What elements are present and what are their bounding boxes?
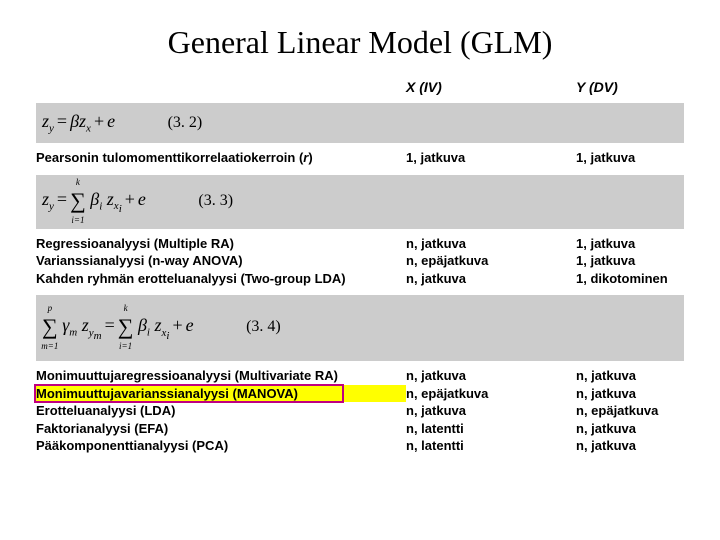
equation-3: ∑pm=1 γm zym=∑ki=1 βi zxi+e (3. 4) (36, 314, 281, 342)
row-x: n, epäjatkuva (406, 385, 576, 403)
table-row: Pearsonin tulomomenttikorrelaatiokerroin… (36, 149, 684, 167)
table-row: Regressioanalyysi (Multiple RA)n, jatkuv… (36, 235, 684, 253)
equation-2: zy=∑ki=1 βi zxi+e (3. 3) (36, 188, 233, 216)
row-x: n, jatkuva (406, 367, 576, 385)
table-row: Monimuuttujavarianssianalyysi (MANOVA)n,… (36, 385, 684, 403)
row-y: 1, jatkuva (576, 235, 720, 253)
table-row: Monimuuttujaregressioanalyysi (Multivari… (36, 367, 684, 385)
col-header-y: Y (DV) (576, 79, 720, 95)
equation-row-1: zy=βzx+e (3. 2) (36, 103, 684, 143)
row-y: n, jatkuva (576, 420, 720, 438)
row-y: n, epäjatkuva (576, 402, 720, 420)
column-headers: X (IV) Y (DV) (36, 79, 684, 95)
row-y: n, jatkuva (576, 385, 720, 403)
row-x: n, jatkuva (406, 235, 576, 253)
equation-row-3: ∑pm=1 γm zym=∑ki=1 βi zxi+e (3. 4) (36, 295, 684, 361)
section-2-rows: Regressioanalyysi (Multiple RA)n, jatkuv… (36, 235, 684, 288)
col-header-blank (36, 79, 406, 95)
row-x: n, jatkuva (406, 402, 576, 420)
slide: General Linear Model (GLM) X (IV) Y (DV)… (0, 0, 720, 540)
row-label: Varianssianalyysi (n-way ANOVA) (36, 252, 406, 270)
row-y: 1, jatkuva (576, 149, 720, 167)
equation-1: zy=βzx+e (3. 2) (36, 111, 202, 135)
equation-3-number: (3. 4) (198, 318, 281, 335)
table-row: Varianssianalyysi (n-way ANOVA)n, epäjat… (36, 252, 684, 270)
row-label: Faktorianalyysi (EFA) (36, 420, 406, 438)
row-label: Monimuuttujavarianssianalyysi (MANOVA) (36, 385, 406, 403)
equation-row-2: zy=∑ki=1 βi zxi+e (3. 3) (36, 175, 684, 229)
section-1-rows: Pearsonin tulomomenttikorrelaatiokerroin… (36, 149, 684, 167)
row-label: Pääkomponenttianalyysi (PCA) (36, 437, 406, 455)
row-y: n, jatkuva (576, 367, 720, 385)
table-row: Pääkomponenttianalyysi (PCA)n, latenttin… (36, 437, 684, 455)
table-row: Kahden ryhmän erotteluanalyysi (Two-grou… (36, 270, 684, 288)
row-y: 1, dikotominen (576, 270, 720, 288)
row-x: n, epäjatkuva (406, 252, 576, 270)
row-x: n, latentti (406, 420, 576, 438)
section-3-rows: Monimuuttujaregressioanalyysi (Multivari… (36, 367, 684, 455)
page-title: General Linear Model (GLM) (36, 24, 684, 61)
row-label: Kahden ryhmän erotteluanalyysi (Two-grou… (36, 270, 406, 288)
col-header-x: X (IV) (406, 79, 576, 95)
row-label: Pearsonin tulomomenttikorrelaatiokerroin… (36, 149, 406, 167)
row-label: Regressioanalyysi (Multiple RA) (36, 235, 406, 253)
equation-2-number: (3. 3) (150, 192, 233, 209)
table-row: Faktorianalyysi (EFA)n, latenttin, jatku… (36, 420, 684, 438)
row-y: n, jatkuva (576, 437, 720, 455)
row-x: n, latentti (406, 437, 576, 455)
equation-1-number: (3. 2) (120, 114, 203, 131)
row-label: Monimuuttujaregressioanalyysi (Multivari… (36, 367, 406, 385)
table-row: Erotteluanalyysi (LDA)n, jatkuvan, epäja… (36, 402, 684, 420)
row-x: 1, jatkuva (406, 149, 576, 167)
row-y: 1, jatkuva (576, 252, 720, 270)
row-label: Erotteluanalyysi (LDA) (36, 402, 406, 420)
row-x: n, jatkuva (406, 270, 576, 288)
